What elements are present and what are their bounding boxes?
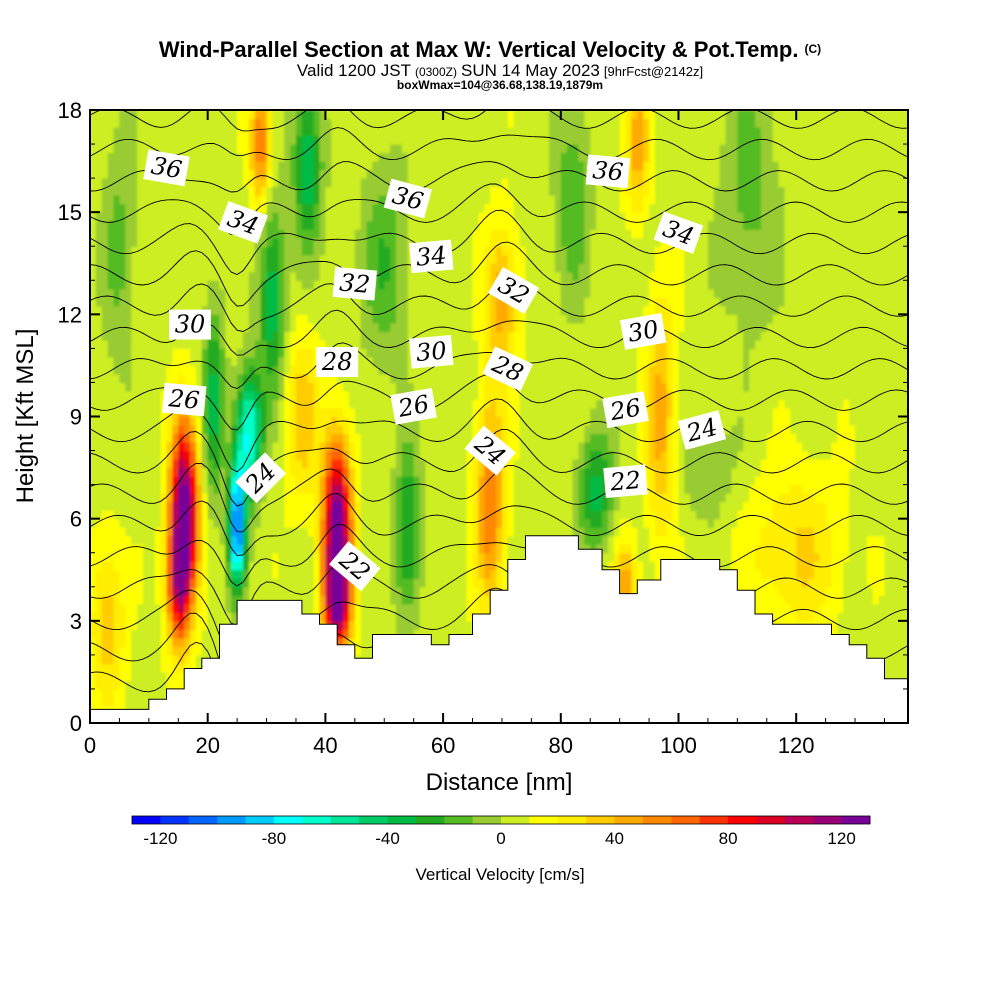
contour-label: 34 bbox=[653, 211, 704, 254]
contour-label: 30 bbox=[619, 312, 667, 350]
colorbar-swatch bbox=[217, 816, 246, 824]
terrain bbox=[90, 535, 908, 723]
y-tick-label: 12 bbox=[58, 302, 82, 327]
contour-label: 32 bbox=[332, 266, 378, 301]
x-tick-label: 120 bbox=[778, 733, 815, 758]
colorbar-swatch bbox=[784, 816, 814, 824]
colorbar-swatch bbox=[642, 816, 672, 824]
contour-label-text: 26 bbox=[395, 390, 431, 423]
colorbar-swatch bbox=[501, 816, 530, 824]
theta-contour-34 bbox=[90, 209, 908, 276]
colorbar-swatch bbox=[671, 816, 701, 824]
theta-contour-27 bbox=[90, 428, 908, 507]
valid-time-line: Valid 1200 JST (0300Z) SUN 14 May 2023 [9hr… bbox=[297, 61, 703, 80]
colorbar-swatch bbox=[728, 816, 757, 824]
x-tick-label: 0 bbox=[84, 733, 96, 758]
contour-label-text: 34 bbox=[415, 241, 448, 272]
colorbar-swatch bbox=[188, 816, 218, 824]
colorbar-swatch bbox=[415, 816, 445, 824]
x-tick-label: 40 bbox=[313, 733, 337, 758]
colorbar-tick-label: -80 bbox=[262, 829, 287, 848]
y-tick-label: 0 bbox=[70, 711, 82, 736]
contour-label-text: 36 bbox=[149, 151, 184, 184]
box-info-line: boxWmax=104@36.68,138.19,1879m bbox=[397, 78, 603, 92]
colorbar-tick-label: 0 bbox=[496, 829, 505, 848]
colorbar-tick-label: 40 bbox=[605, 829, 624, 848]
contour-label-text: 36 bbox=[591, 156, 624, 187]
contour-label: 24 bbox=[677, 410, 727, 451]
colorbar-swatch bbox=[132, 816, 161, 824]
colorbar-swatch bbox=[841, 816, 871, 824]
contour-label: 30 bbox=[169, 309, 211, 340]
contour-label: 36 bbox=[585, 154, 631, 189]
x-tick-label: 60 bbox=[431, 733, 455, 758]
theta-contour-36 bbox=[90, 161, 908, 193]
contour-label-text: 30 bbox=[626, 315, 661, 348]
colorbar-title: Vertical Velocity [cm/s] bbox=[415, 865, 584, 884]
theta-contour-23 bbox=[90, 561, 908, 627]
colorbar-swatch bbox=[245, 816, 275, 824]
y-tick-label: 9 bbox=[70, 405, 82, 430]
theta-contour-25 bbox=[90, 493, 908, 556]
x-axis-title: Distance [nm] bbox=[426, 769, 573, 796]
contour-label-text: 30 bbox=[175, 311, 206, 339]
colorbar-swatch bbox=[302, 816, 332, 824]
contour-label: 28 bbox=[316, 347, 359, 377]
colorbar-swatch bbox=[472, 816, 502, 824]
x-tick-label: 80 bbox=[549, 733, 573, 758]
contour-label: 26 bbox=[390, 387, 437, 425]
contour-label-text: 26 bbox=[167, 384, 201, 415]
colorbar-swatch bbox=[160, 816, 190, 824]
theta-contour-24 bbox=[90, 524, 908, 587]
colorbar: -120 -80 -40 0 40 80 120 bbox=[131, 815, 871, 848]
y-axis-title: Height [Kft MSL] bbox=[12, 329, 39, 504]
x-axis: 0 20 40 60 80 100 120 bbox=[84, 110, 885, 758]
theta-contour-31 bbox=[90, 309, 908, 356]
contour-label: 26 bbox=[602, 391, 649, 429]
colorbar-tick-label: -120 bbox=[143, 829, 177, 848]
y-tick-label: 3 bbox=[70, 609, 82, 634]
colorbar-tick-label: 80 bbox=[719, 829, 738, 848]
contour-labels: 3634302624322822363430263228243634302622… bbox=[143, 149, 727, 592]
colorbar-swatch bbox=[444, 816, 473, 824]
y-tick-label: 15 bbox=[58, 200, 82, 225]
contour-label: 36 bbox=[383, 178, 432, 219]
contour-label-text: 28 bbox=[321, 348, 353, 376]
colorbar-swatch bbox=[529, 816, 559, 824]
theta-contour-38 bbox=[90, 110, 908, 132]
colorbar-swatch bbox=[586, 816, 615, 824]
theta-contour-37 bbox=[90, 127, 908, 161]
colorbar-tick-label: 120 bbox=[827, 829, 855, 848]
colorbar-swatch bbox=[813, 816, 842, 824]
colorbar-swatch bbox=[273, 816, 303, 824]
theta-contour-28 bbox=[90, 398, 908, 473]
colorbar-swatch bbox=[387, 816, 417, 824]
contour-label: 36 bbox=[143, 149, 190, 187]
contour-label-text: 32 bbox=[338, 268, 371, 299]
colorbar-swatch bbox=[557, 816, 587, 824]
colorbar-swatch bbox=[756, 816, 786, 824]
contour-label: 22 bbox=[603, 464, 648, 498]
y-tick-label: 18 bbox=[58, 98, 82, 123]
colorbar-swatch bbox=[699, 816, 729, 824]
x-tick-label: 20 bbox=[195, 733, 219, 758]
colorbar-swatch bbox=[614, 816, 644, 824]
copyright-mark: (C) bbox=[804, 42, 821, 56]
contour-label: 30 bbox=[409, 335, 454, 369]
colorbar-tick-label: -40 bbox=[375, 829, 400, 848]
contour-label: 26 bbox=[161, 382, 207, 417]
contour-label-text: 26 bbox=[607, 393, 643, 426]
colorbar-swatch bbox=[359, 816, 388, 824]
colorbar-swatch bbox=[330, 816, 360, 824]
y-tick-label: 6 bbox=[70, 507, 82, 532]
chart-title: Wind-Parallel Section at Max W: Vertical… bbox=[159, 37, 821, 62]
contour-label: 34 bbox=[409, 239, 454, 274]
theta-contour-33 bbox=[90, 241, 908, 307]
contour-label-text: 30 bbox=[415, 337, 448, 368]
contour-label-text: 22 bbox=[608, 466, 642, 497]
x-tick-label: 100 bbox=[660, 733, 697, 758]
